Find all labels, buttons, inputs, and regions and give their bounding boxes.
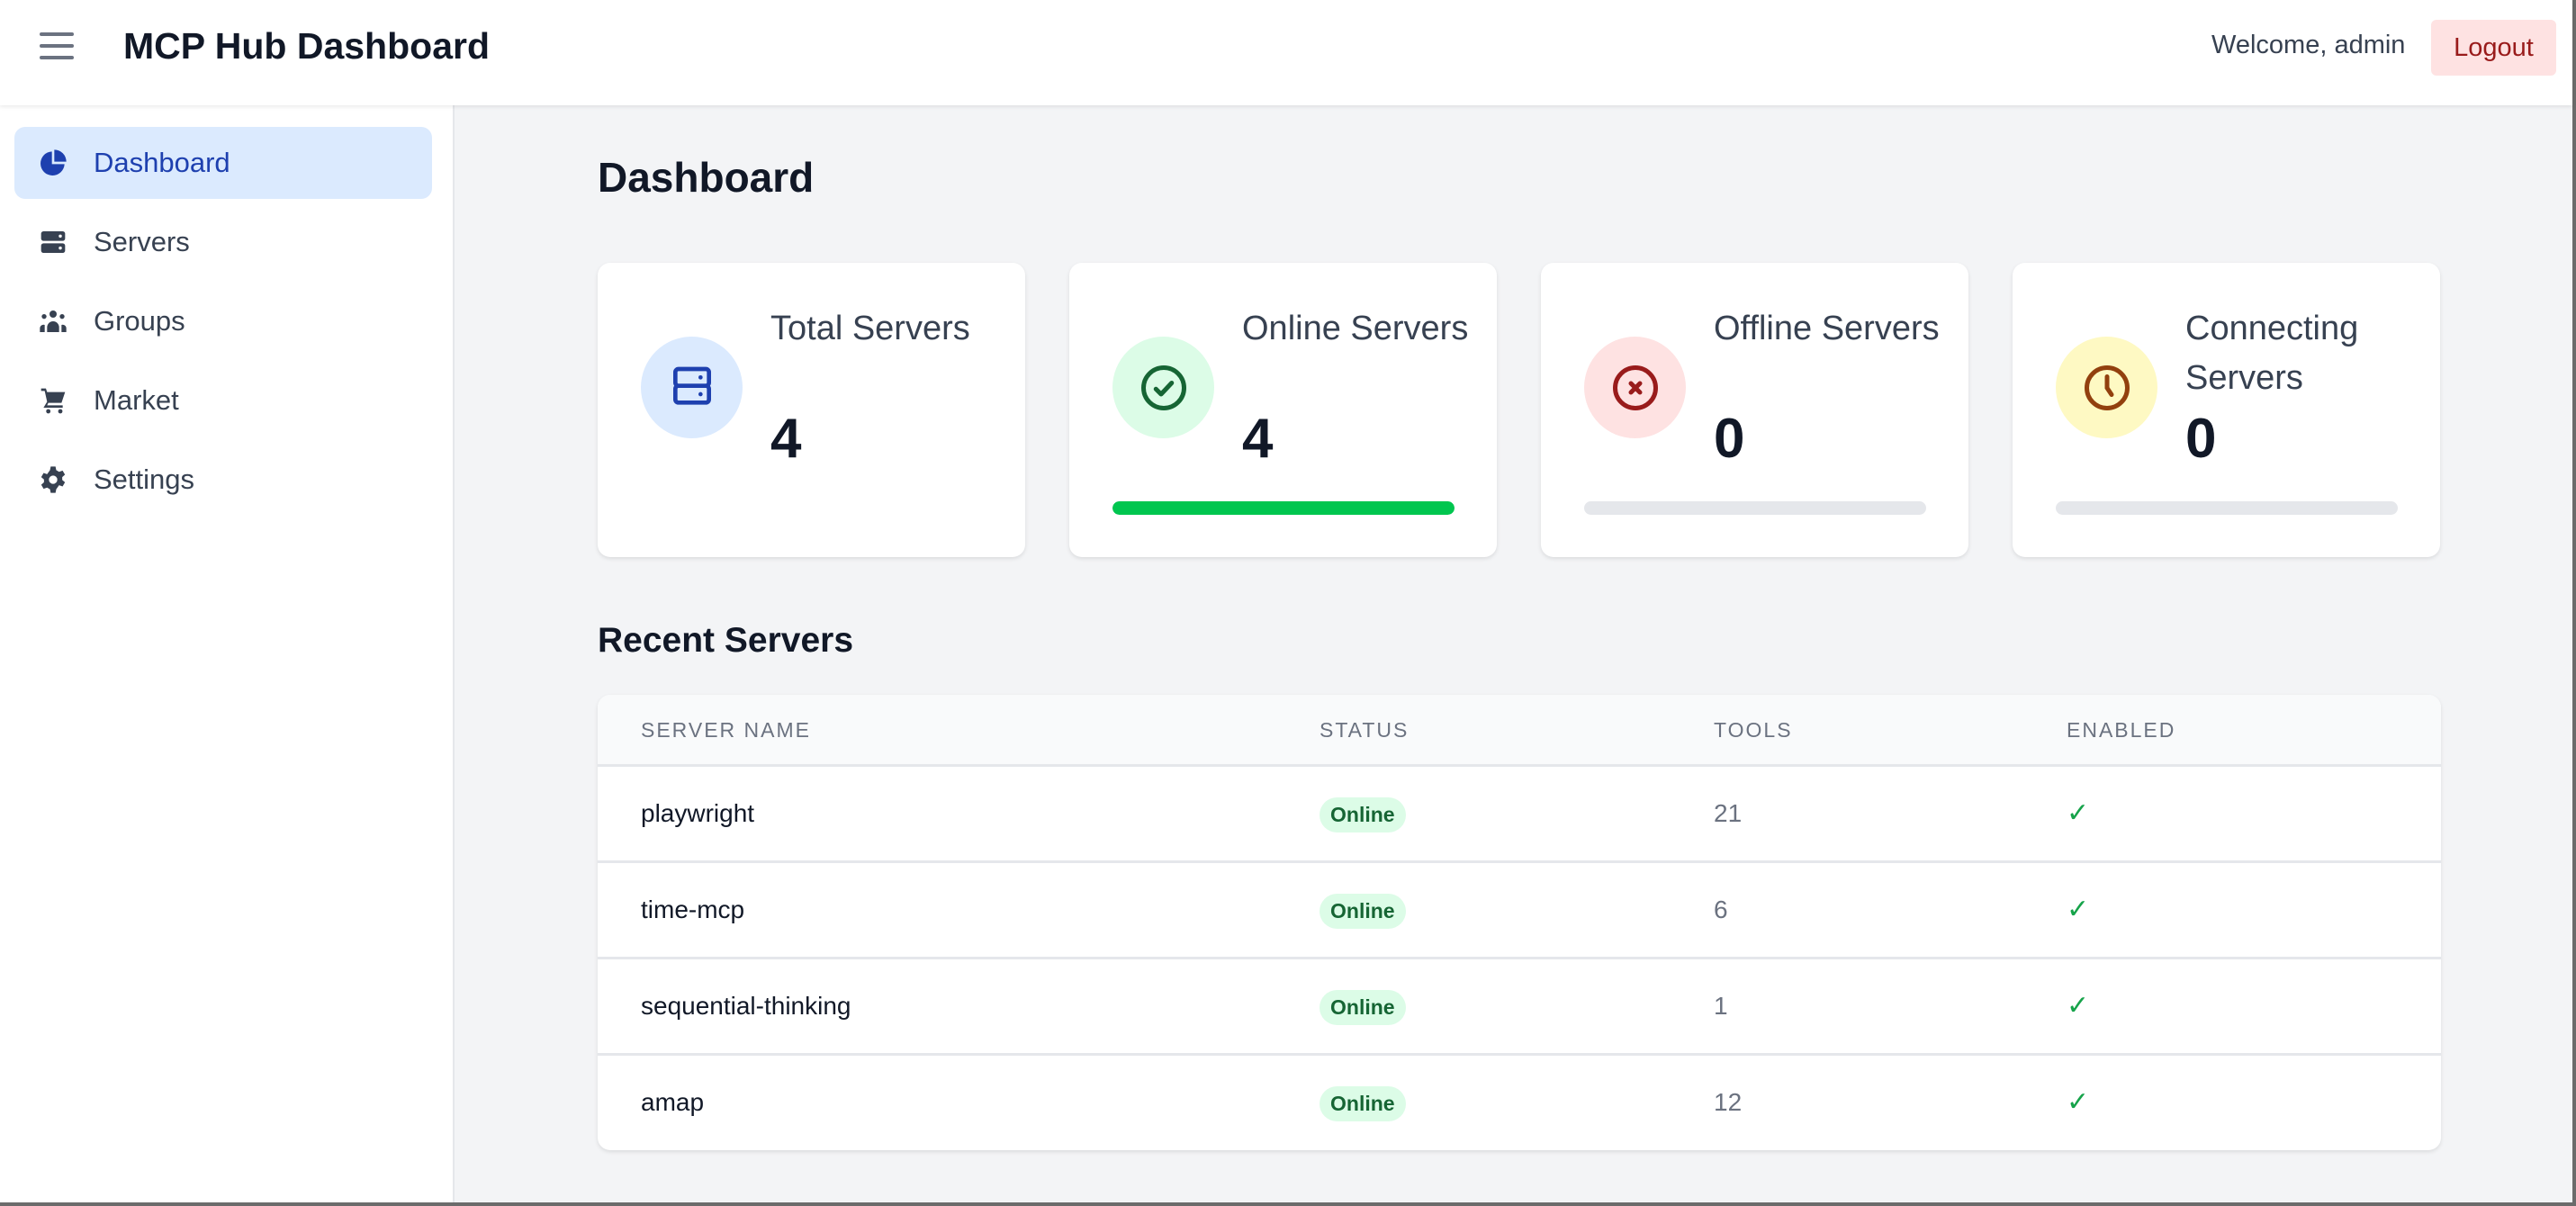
enabled-check-icon: ✓ xyxy=(2067,991,2090,1021)
sidebar-item-label: Settings xyxy=(94,464,195,495)
stat-icon-circle xyxy=(1112,337,1214,438)
cart-icon xyxy=(41,388,66,414)
tools-count: 1 xyxy=(1714,992,1728,1020)
table-row[interactable]: sequential-thinking Online 1 ✓ xyxy=(598,959,2441,1056)
stat-value: 4 xyxy=(770,408,802,470)
sidebar-item-dashboard[interactable]: Dashboard xyxy=(14,127,432,199)
gear-icon xyxy=(41,466,66,493)
server-name: time-mcp xyxy=(641,896,745,923)
status-cell: Online xyxy=(1320,990,1406,1025)
check-circle-icon xyxy=(1140,364,1186,410)
server-name: amap xyxy=(641,1088,705,1116)
sidebar-item-servers[interactable]: Servers xyxy=(14,206,432,278)
stat-label: Connecting Servers xyxy=(2185,310,2359,397)
table-row[interactable]: amap Online 12 ✓ xyxy=(598,1056,2441,1150)
sidebar-item-label: Groups xyxy=(94,305,185,337)
table-row[interactable]: time-mcp Online 6 ✓ xyxy=(598,863,2441,959)
status-badge: Online xyxy=(1320,894,1406,929)
sidebar-item-groups[interactable]: Groups xyxy=(14,285,432,357)
offline-progress-bar xyxy=(1584,501,1926,515)
server-icon xyxy=(672,366,711,405)
sidebar-item-label: Servers xyxy=(94,226,190,257)
recent-servers-title: Recent Servers xyxy=(598,621,854,660)
stat-icon-circle xyxy=(641,337,743,438)
sidebar: Dashboard Servers Groups Market Settings xyxy=(0,105,455,1202)
stat-card-total: Total Servers 4 xyxy=(598,263,1025,557)
recent-servers-table: SERVER NAME STATUS TOOLS ENABLED playwri… xyxy=(598,695,2441,1150)
enabled-check-icon: ✓ xyxy=(2067,895,2090,924)
status-cell: Online xyxy=(1320,797,1406,832)
sidebar-item-label: Dashboard xyxy=(94,147,230,178)
stat-label: Total Servers xyxy=(770,310,970,347)
stat-icon-circle xyxy=(2056,337,2157,438)
status-cell: Online xyxy=(1320,1086,1406,1121)
clock-icon xyxy=(2084,364,2130,410)
connecting-progress-bar xyxy=(2056,501,2398,515)
sidebar-item-settings[interactable]: Settings xyxy=(14,444,432,516)
tools-count: 12 xyxy=(1714,1088,1743,1116)
stat-value: 0 xyxy=(1714,408,1745,470)
welcome-text: Welcome, admin xyxy=(2211,31,2406,59)
stat-card-connecting: Connecting Servers 0 xyxy=(2013,263,2440,557)
progress-fill xyxy=(1112,501,1455,515)
users-icon xyxy=(40,310,67,332)
stat-value: 4 xyxy=(1242,408,1274,470)
online-progress-bar xyxy=(1112,501,1455,515)
tools-count: 6 xyxy=(1714,896,1728,923)
column-header-name: SERVER NAME xyxy=(641,718,812,742)
table-row[interactable]: playwright Online 21 ✓ xyxy=(598,767,2441,863)
app-title: MCP Hub Dashboard xyxy=(123,25,490,67)
enabled-check-icon: ✓ xyxy=(2067,1087,2090,1117)
table-header: SERVER NAME STATUS TOOLS ENABLED xyxy=(598,695,2441,767)
page-title: Dashboard xyxy=(598,154,815,201)
stat-label: Online Servers xyxy=(1242,310,1469,347)
server-name: playwright xyxy=(641,799,755,827)
status-badge: Online xyxy=(1320,1086,1406,1121)
stat-card-online: Online Servers 4 xyxy=(1069,263,1497,557)
column-header-status: STATUS xyxy=(1320,718,1410,742)
sidebar-item-label: Market xyxy=(94,384,179,416)
stat-label: Offline Servers xyxy=(1714,310,1940,347)
logout-button[interactable]: Logout xyxy=(2431,20,2556,76)
server-icon xyxy=(41,231,66,253)
sidebar-item-market[interactable]: Market xyxy=(14,364,432,436)
menu-toggle-icon[interactable] xyxy=(40,32,74,59)
x-circle-icon xyxy=(1612,364,1658,410)
top-header: MCP Hub Dashboard Welcome, admin Logout xyxy=(0,0,2572,105)
stat-icon-circle xyxy=(1584,337,1686,438)
stat-value: 0 xyxy=(2185,408,2217,470)
pie-chart-icon xyxy=(41,149,67,176)
status-badge: Online xyxy=(1320,990,1406,1025)
status-cell: Online xyxy=(1320,894,1406,929)
enabled-check-icon: ✓ xyxy=(2067,798,2090,828)
server-name: sequential-thinking xyxy=(641,992,851,1020)
column-header-enabled: ENABLED xyxy=(2067,718,2176,742)
stat-card-offline: Offline Servers 0 xyxy=(1541,263,1968,557)
status-badge: Online xyxy=(1320,797,1406,832)
column-header-tools: TOOLS xyxy=(1714,718,1793,742)
tools-count: 21 xyxy=(1714,799,1743,827)
